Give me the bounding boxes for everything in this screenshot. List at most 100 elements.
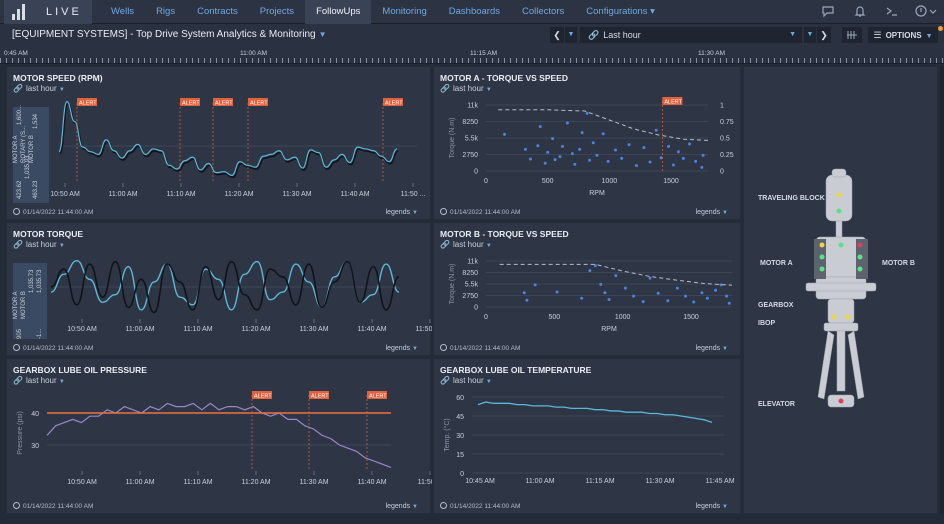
chevron-down-icon: ▼ [722, 504, 728, 510]
data-point [606, 159, 610, 163]
chevron-down-icon[interactable]: ▼ [565, 27, 577, 43]
panel-title: MOTOR TORQUE [13, 229, 84, 239]
next-range-button[interactable]: ❯ [817, 27, 831, 43]
status-indicator [845, 314, 851, 320]
ibop-collar [823, 322, 859, 332]
x-tick-label: 11:40 AM [357, 326, 386, 333]
axis-value-label: 1,035.73 [37, 269, 43, 293]
chat-icon[interactable] [820, 4, 836, 20]
axis-strip [13, 263, 47, 339]
alert-badge [77, 98, 97, 106]
nav-item-projects[interactable]: Projects [259, 6, 295, 17]
top-drive-diagram[interactable]: TRAVELING BLOCK MOTOR A MOTOR B GEARBOX … [744, 67, 939, 515]
axis-value-label: 463.23 [33, 180, 39, 199]
nav-item-followups[interactable]: FollowUps [305, 0, 372, 24]
axis-value-label: ROTARY (S... [21, 126, 27, 163]
x-tick-label: 11:40 AM [357, 479, 386, 486]
prev-range-button[interactable]: ❮ [550, 27, 564, 43]
data-point [555, 290, 559, 294]
y-tick-label: 30 [456, 433, 464, 440]
status-indicator [857, 266, 863, 272]
legends-toggle[interactable]: legends ▼ [385, 503, 418, 510]
axis-value-label: 1,035.93 [25, 155, 31, 179]
top-drive-diagram-panel: TRAVELING BLOCK MOTOR A MOTOR B GEARBOX … [743, 66, 938, 514]
range-selector[interactable]: 🔗 last hour ▼ [440, 240, 492, 249]
range-selector[interactable]: 🔗 last hour ▼ [13, 84, 65, 93]
range-selector[interactable]: 🔗 last hour ▼ [13, 376, 65, 385]
nav-item-monitoring[interactable]: Monitoring [382, 6, 427, 17]
motor-b-scatter-chart[interactable]: 11k 8250 5.5k 2750 00 500 1000 1500 RPM Torque (N… [434, 223, 742, 357]
timeline-ruler[interactable]: 0:45 AM 11:00 AM 11:15 AM 11:30 AM [0, 46, 944, 64]
legends-toggle[interactable]: legends ▼ [695, 345, 728, 352]
x-tick-label: 11:50 AM [415, 326, 432, 333]
x-tick-label: 11:40 AM [340, 191, 369, 198]
data-point [692, 300, 696, 304]
x-tick-label: 11:30 AM [282, 191, 311, 198]
bell-icon[interactable] [852, 4, 868, 20]
gearbox-pressure-chart[interactable]: 40 30 Pressure (psi) ALERT ALERT ALERT 10:50 A… [7, 359, 432, 515]
nav-item-dashboards[interactable]: Dashboards [448, 6, 501, 17]
data-point [648, 160, 652, 164]
panel-timestamp: 01/14/2022 11:44:00 AM [13, 502, 93, 510]
data-point [573, 162, 577, 166]
chevron-down-icon: ▼ [789, 31, 796, 38]
nav-item-contracts[interactable]: Contracts [197, 6, 238, 17]
x-tick-label: 11:45 AM [705, 478, 734, 485]
app-name: LIVE [46, 6, 82, 18]
user-menu-icon[interactable] [914, 4, 938, 20]
alert-badge [309, 391, 329, 399]
ibop-housing [827, 298, 855, 324]
data-point [543, 161, 547, 165]
terminal-icon[interactable] [884, 4, 900, 20]
label-motor-b: MOTOR B [882, 260, 915, 267]
legends-toggle[interactable]: legends ▼ [695, 503, 728, 510]
range-selector[interactable]: 🔗 last hour ▼ [440, 376, 492, 385]
x-tick-label: 10:50 AM [50, 191, 80, 198]
y-tick-label: 5.5k [465, 136, 479, 143]
panel-timestamp: 01/14/2022 11:44:00 AM [440, 208, 520, 216]
y-axis-label: Temp. (°C) [443, 418, 451, 452]
data-point [614, 148, 617, 152]
scrollbar[interactable] [940, 66, 944, 514]
gearbox-temperature-chart[interactable]: 60 45 30 15 0 Temp. (°C) 10:45 AM 11:00 AM 11:15… [434, 359, 742, 515]
data-point [560, 144, 564, 148]
data-point [536, 144, 540, 148]
axis-value-label: 905 [17, 328, 23, 339]
legends-toggle[interactable]: legends ▼ [385, 209, 418, 216]
chevron-down-icon: ▼ [485, 243, 492, 249]
data-point [675, 286, 679, 290]
app-logo[interactable]: LIVE [4, 0, 92, 24]
time-range-select[interactable]: 🔗 Last hour ▼ [580, 27, 802, 43]
nav-item-wells[interactable]: Wells [111, 6, 135, 17]
timeline-toggle-icon[interactable] [842, 27, 862, 43]
gearbox-flange [805, 282, 877, 292]
x-tick-label: 11:30 AM [299, 326, 328, 333]
legends-toggle[interactable]: legends ▼ [385, 345, 418, 352]
panel-title: GEARBOX LUBE OIL TEMPERATURE [440, 365, 592, 375]
axis-value-label: MOTOR A [13, 291, 19, 319]
range-selector[interactable]: 🔗 last hour ▼ [13, 240, 65, 249]
alert-badge [248, 98, 268, 106]
motor-speed-chart[interactable]: MOTOR A ROTARY (S... MOTOR B 1,600... 1,035.… [7, 67, 432, 221]
alert-label: ALERT [369, 394, 387, 400]
status-indicator [836, 208, 842, 214]
nav-item-configurations[interactable]: Configurations ▾ [586, 6, 655, 17]
y-tick-label: 8250 [462, 119, 478, 126]
range-selector[interactable]: 🔗 last hour ▼ [440, 84, 492, 93]
axis-value-label: -1... [37, 328, 43, 339]
chevron-down-icon[interactable]: ▼ [804, 27, 816, 43]
options-button[interactable]: ☰ OPTIONS ▼ [868, 27, 938, 43]
panel-title: GEARBOX LUBE OIL PRESSURE [13, 365, 147, 375]
legends-toggle[interactable]: legends ▼ [695, 209, 728, 216]
alert-badge [367, 391, 387, 399]
nav-item-rigs[interactable]: Rigs [156, 6, 176, 17]
dashboard-title[interactable]: [EQUIPMENT SYSTEMS] - Top Drive System A… [12, 29, 327, 40]
alert-badge [383, 98, 403, 106]
temperature-line [477, 401, 713, 423]
status-indicator [836, 192, 842, 198]
label-gearbox: GEARBOX [758, 302, 794, 309]
nav-item-collectors[interactable]: Collectors [522, 6, 565, 17]
x-tick-label: 11:30 AM [299, 479, 328, 486]
